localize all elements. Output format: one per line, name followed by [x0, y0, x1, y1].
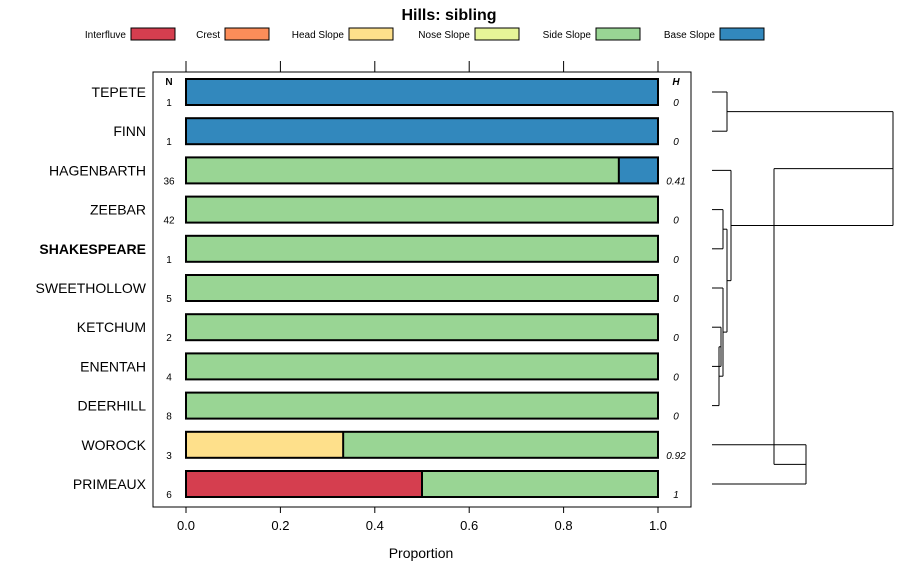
bar-outline — [185, 78, 659, 106]
bar-segment — [186, 392, 658, 419]
n-value: 6 — [166, 490, 172, 501]
soil-name-label: ZEEBAR — [90, 202, 146, 218]
dendrogram — [712, 91, 894, 485]
legend-label: Head Slope — [292, 30, 345, 41]
bar-outline — [185, 274, 659, 302]
x-axis-label: Proportion — [389, 545, 454, 561]
x-tick-label: 0.0 — [177, 518, 195, 533]
bar-segment — [186, 196, 658, 223]
bar-outline — [185, 156, 659, 185]
bar-outline — [185, 470, 659, 498]
bar-segment — [186, 235, 658, 262]
n-value: 36 — [163, 176, 175, 187]
soil-name-label: KETCHUM — [77, 319, 146, 335]
bar-outline — [185, 313, 659, 342]
n-value: 42 — [163, 216, 175, 227]
legend-swatch — [348, 27, 394, 41]
plot-frame — [152, 71, 692, 508]
legend-swatch — [474, 27, 520, 41]
soil-name-label: WOROCK — [81, 437, 146, 453]
h-value: 0 — [673, 137, 679, 148]
n-value: 8 — [166, 412, 172, 423]
plot-area: 0.0 0.2 0.4 0.6 0.8 1.0 N H — [152, 61, 692, 533]
h-value: 1 — [673, 490, 679, 501]
n-value: 4 — [166, 372, 172, 383]
bar-outline — [185, 352, 659, 381]
n-value: 2 — [166, 333, 172, 344]
soil-name-label: ENENTAH — [80, 358, 146, 374]
h-value: 0 — [673, 333, 679, 344]
bar-segment — [186, 157, 619, 184]
legend-label: Interfluve — [85, 30, 127, 41]
x-tick-label: 0.4 — [366, 518, 384, 533]
bar-outline — [185, 391, 659, 420]
bar-outline — [185, 117, 659, 146]
bar-segment — [186, 471, 422, 497]
n-value: 1 — [166, 137, 172, 148]
legend-label: Nose Slope — [418, 30, 470, 41]
soil-name-label: DEERHILL — [78, 398, 147, 414]
h-value: 0 — [673, 412, 679, 423]
soil-name-label: TEPETE — [92, 84, 146, 100]
chart-title: Hills: sibling — [401, 7, 496, 24]
bar-segment — [618, 157, 658, 184]
x-tick-label: 1.0 — [649, 518, 667, 533]
x-tick-label: 0.8 — [555, 518, 573, 533]
legend-label: Base Slope — [664, 30, 716, 41]
h-value: 0 — [673, 255, 679, 266]
h-value: 0 — [673, 98, 679, 109]
bar-segment — [186, 431, 344, 458]
n-column-header: N — [165, 77, 172, 88]
n-value: 3 — [166, 451, 172, 462]
legend-label: Side Slope — [543, 30, 592, 41]
soil-name-label: SWEETHOLLOW — [36, 280, 147, 296]
bar-outline — [185, 195, 659, 224]
legend-swatch — [719, 27, 765, 41]
h-value: 0.41 — [666, 176, 685, 187]
n-value: 1 — [166, 255, 172, 266]
legend-swatch — [130, 27, 176, 41]
bar-segment — [186, 118, 658, 145]
bar-segment — [343, 431, 658, 458]
bar-segment — [186, 275, 658, 301]
x-tick-label: 0.2 — [271, 518, 289, 533]
legend-swatch — [224, 27, 270, 41]
h-value: 0 — [673, 216, 679, 227]
legend-swatch — [595, 27, 641, 41]
soil-name-label: HAGENBARTH — [49, 162, 146, 178]
bar-segment — [186, 314, 658, 341]
x-tick-label: 0.6 — [460, 518, 478, 533]
n-value: 1 — [166, 98, 172, 109]
bar-segment — [186, 353, 658, 380]
h-value: 0 — [673, 372, 679, 383]
h-value: 0.92 — [666, 451, 686, 462]
legend-label: Crest — [196, 30, 220, 41]
bar-segment — [422, 471, 658, 497]
bar-outline — [185, 234, 659, 263]
bar-segment — [186, 79, 658, 105]
soil-name-label: PRIMEAUX — [73, 476, 147, 492]
h-column-header: H — [672, 77, 680, 88]
n-value: 5 — [166, 294, 172, 305]
bar-outline — [185, 430, 659, 459]
legend: Interfluve Crest Head Slope Nose Slope Side … — [85, 27, 765, 41]
soil-name-label: SHAKESPEARE — [39, 241, 146, 257]
h-value: 0 — [673, 294, 679, 305]
soil-name-label: FINN — [113, 123, 146, 139]
